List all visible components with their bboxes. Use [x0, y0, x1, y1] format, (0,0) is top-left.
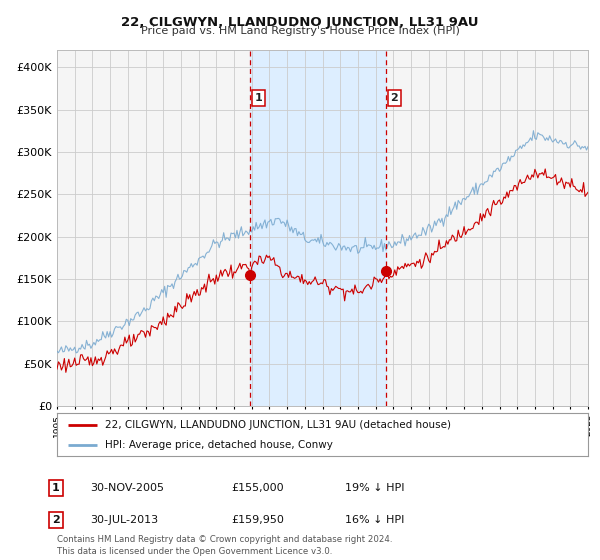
Text: 2: 2: [52, 515, 59, 525]
Text: 1: 1: [52, 483, 59, 493]
Text: 30-JUL-2013: 30-JUL-2013: [90, 515, 158, 525]
Text: 1: 1: [255, 93, 262, 102]
Text: 19% ↓ HPI: 19% ↓ HPI: [345, 483, 404, 493]
Text: HPI: Average price, detached house, Conwy: HPI: Average price, detached house, Conw…: [105, 441, 332, 450]
Text: 22, CILGWYN, LLANDUDNO JUNCTION, LL31 9AU (detached house): 22, CILGWYN, LLANDUDNO JUNCTION, LL31 9A…: [105, 420, 451, 430]
Text: 2: 2: [390, 93, 398, 102]
Text: £155,000: £155,000: [231, 483, 284, 493]
Text: 22, CILGWYN, LLANDUDNO JUNCTION, LL31 9AU: 22, CILGWYN, LLANDUDNO JUNCTION, LL31 9A…: [121, 16, 479, 29]
Text: Contains HM Land Registry data © Crown copyright and database right 2024.
This d: Contains HM Land Registry data © Crown c…: [57, 535, 392, 556]
Text: £159,950: £159,950: [231, 515, 284, 525]
Text: 16% ↓ HPI: 16% ↓ HPI: [345, 515, 404, 525]
Bar: [250, 50, 386, 406]
Text: 30-NOV-2005: 30-NOV-2005: [90, 483, 164, 493]
Text: Price paid vs. HM Land Registry's House Price Index (HPI): Price paid vs. HM Land Registry's House …: [140, 26, 460, 36]
